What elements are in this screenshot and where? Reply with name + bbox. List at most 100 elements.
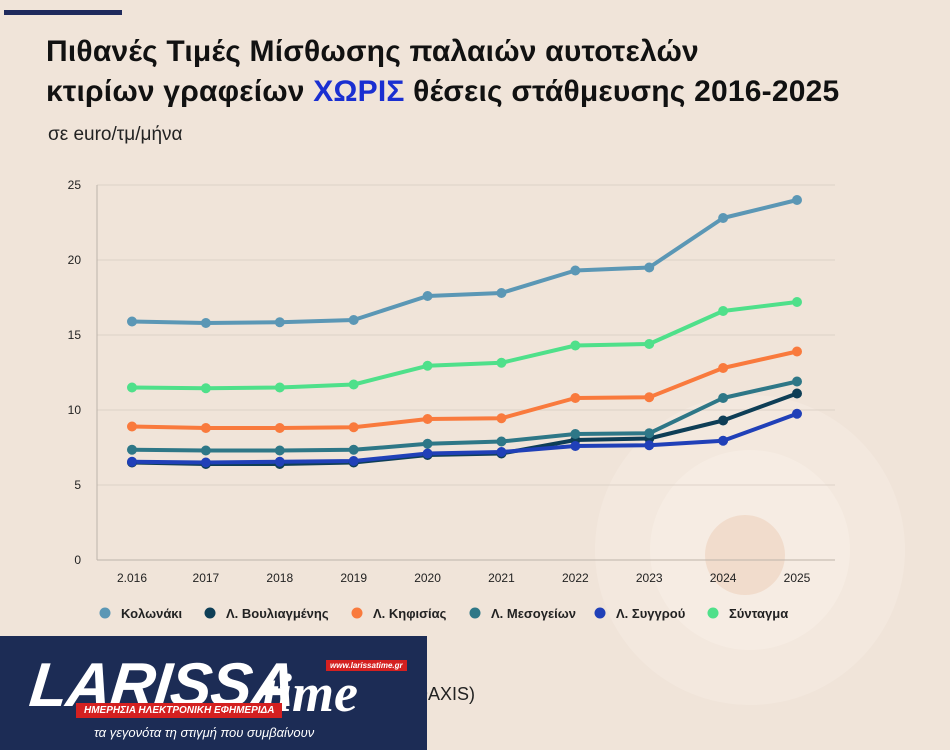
legend-label: Λ. Συγγρού (616, 606, 686, 621)
decorative-circle-inner (705, 515, 785, 595)
series-line-2 (130, 349, 799, 430)
data-point (422, 360, 433, 371)
data-point (792, 388, 802, 399)
data-point (422, 291, 433, 301)
data-point (496, 447, 507, 457)
logo-tagline: τα γεγονότα τη στιγμή που συμβαίνουν (94, 725, 315, 740)
data-point (274, 382, 285, 393)
data-point (644, 440, 655, 451)
x-tick-label: 2025 (784, 571, 811, 585)
data-point (792, 376, 802, 387)
data-point (200, 423, 211, 433)
legend-label: Λ. Μεσογείων (491, 606, 576, 621)
data-point (274, 445, 285, 456)
x-tick-label: 2019 (340, 571, 367, 585)
data-point (348, 422, 359, 433)
data-point (274, 456, 285, 467)
y-tick-label: 10 (68, 403, 82, 417)
data-point (570, 340, 581, 351)
larissatime-logo[interactable]: LARISSA time www.larissatime.gr ΗΜΕΡΗΣΙΑ… (0, 636, 427, 750)
x-tick-label: 2017 (193, 571, 220, 585)
data-point (718, 393, 729, 403)
legend-label: Λ. Κηφισίας (373, 606, 447, 621)
legend-label: Κολωνάκι (121, 606, 183, 621)
data-point (718, 435, 729, 446)
data-point (422, 414, 433, 424)
legend-label: Λ. Βουλιαγμένης (226, 606, 329, 621)
data-point (718, 213, 729, 223)
x-tick-label: 2021 (488, 571, 515, 585)
y-tick-label: 15 (68, 328, 82, 342)
title-line-2-post: θέσεις στάθμευσης 2016-2025 (404, 75, 840, 108)
data-point (422, 438, 433, 449)
data-point (348, 315, 359, 325)
data-point (718, 415, 729, 426)
data-point (348, 379, 359, 390)
data-point (644, 262, 655, 273)
data-point (644, 339, 655, 349)
data-point (200, 318, 211, 328)
data-point (200, 457, 211, 468)
data-point (496, 357, 507, 368)
legend-label: Σύνταγμα (729, 606, 788, 621)
title-line-2: κτιρίων γραφείων ΧΩΡΙΣ θέσεις στάθμευσης… (46, 72, 926, 112)
legend-marker (469, 607, 481, 619)
y-tick-label: 25 (68, 178, 82, 192)
series-line-3 (130, 379, 799, 453)
data-point (496, 413, 507, 424)
x-tick-label: 2022 (562, 571, 589, 585)
title-line-1: Πιθανές Τιμές Μίσθωσης παλαιών αυτοτελών (46, 35, 699, 68)
data-point (127, 382, 137, 393)
legend-marker (99, 607, 111, 619)
y-axis-ticks: 0 5 10 15 20 25 (68, 178, 82, 567)
legend-marker (204, 607, 216, 619)
legend-marker (594, 607, 606, 619)
title-highlight: ΧΩΡΙΣ (313, 75, 405, 108)
series-line-0 (130, 198, 799, 325)
data-point (792, 408, 802, 419)
data-point (718, 363, 729, 373)
accent-bar (4, 10, 122, 15)
data-point (274, 423, 285, 433)
source-text: DAXIS) (415, 684, 476, 704)
x-tick-label: 2.016 (117, 571, 147, 585)
data-point (570, 265, 581, 276)
data-point (127, 316, 137, 327)
legend-marker (707, 607, 719, 619)
data-point (496, 436, 507, 447)
x-tick-label: 2020 (414, 571, 441, 585)
y-tick-label: 5 (74, 478, 81, 492)
series-line-5 (130, 300, 799, 391)
legend: Κολωνάκι Λ. Βουλιαγμένης Λ. Κηφισίας Λ. Μεσ… (99, 606, 788, 621)
data-point (200, 445, 211, 456)
data-point (792, 297, 802, 307)
legend-marker (351, 607, 363, 619)
y-tick-label: 20 (68, 253, 82, 267)
series-line-4 (130, 411, 799, 465)
data-point (274, 317, 285, 328)
series-points (127, 195, 802, 469)
data-point (792, 195, 802, 205)
data-point (127, 421, 137, 432)
series-lines (130, 198, 799, 466)
x-tick-label: 2018 (266, 571, 293, 585)
data-point (792, 346, 802, 357)
grid-lines (96, 184, 835, 561)
data-point (644, 428, 655, 439)
chart-unit-label: σε euro/τμ/μήνα (48, 124, 183, 145)
data-point (570, 393, 581, 403)
data-point (718, 306, 729, 316)
title-line-2-pre: κτιρίων γραφείων (46, 75, 314, 108)
data-point (127, 444, 137, 455)
data-point (570, 441, 581, 451)
data-point (348, 444, 359, 455)
data-point (127, 456, 137, 467)
data-point (570, 429, 581, 439)
x-tick-label: 2024 (710, 571, 737, 585)
data-point (422, 448, 433, 459)
chart-title: Πιθανές Τιμές Μίσθωσης παλαιών αυτοτελών… (46, 32, 926, 112)
y-tick-label: 0 (74, 553, 81, 567)
data-point (348, 456, 359, 466)
data-point (200, 383, 211, 394)
